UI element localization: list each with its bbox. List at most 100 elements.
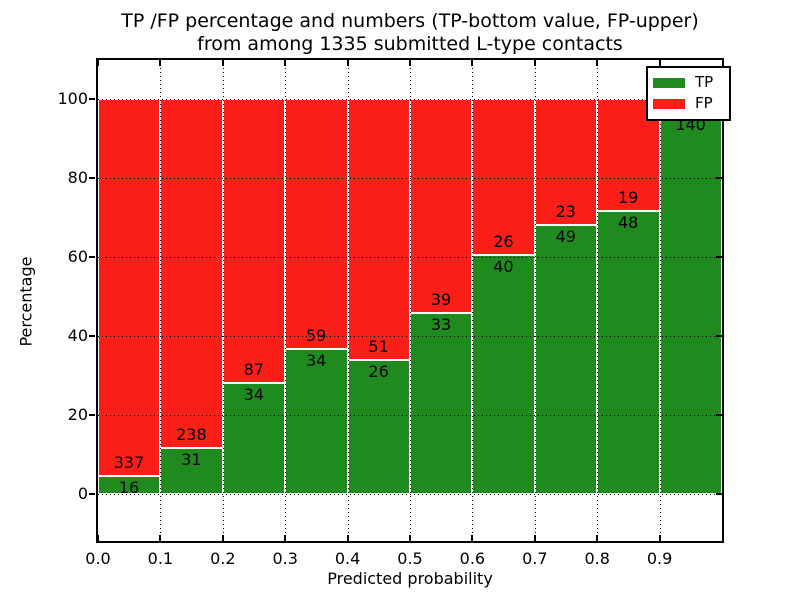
bar-fp-segment	[472, 99, 535, 255]
bar-fp-segment	[160, 99, 223, 449]
tp-count-label: 31	[181, 450, 202, 470]
y-tick-label: 40	[67, 325, 88, 345]
y-tick-mark-right	[716, 256, 722, 259]
y-tick-label: 60	[67, 247, 88, 267]
chart-title-line1: TP /FP percentage and numbers (TP-bottom…	[121, 10, 699, 32]
y-tick-label: 100	[57, 89, 88, 109]
bar-tp-segment	[98, 475, 161, 494]
legend-entry-tp: TP	[653, 72, 723, 93]
x-tick-mark-top	[284, 60, 287, 66]
x-tick-mark-top	[346, 60, 349, 66]
tp-count-label: 48	[618, 213, 639, 233]
fp-count-label: 26	[493, 231, 514, 251]
x-tick-label: 0.5	[397, 549, 423, 568]
plot-area: 337 16 238 31 87 34 59 34 51 26 39 33 26 40 23 49 19 48 14…	[89, 60, 731, 541]
x-axis-label: Predicted probability	[327, 569, 493, 588]
x-gridline	[534, 60, 536, 541]
x-gridline	[659, 60, 661, 541]
x-gridline	[222, 60, 224, 541]
x-tick-label: 0.6	[459, 549, 486, 568]
tp-count-label: 26	[368, 362, 389, 382]
bar-fp-segment	[222, 99, 286, 383]
fp-count-label: 337	[113, 452, 145, 472]
bar-tp-segment	[410, 313, 473, 494]
y-tick-mark	[89, 256, 95, 259]
x-tick-mark-top	[596, 60, 599, 66]
x-tick-mark	[346, 535, 349, 541]
y-tick-mark	[89, 413, 95, 416]
y-tick-mark	[89, 492, 95, 495]
bar-tp-segment	[597, 211, 660, 494]
y-tick-mark	[89, 177, 95, 180]
legend-entry-fp: FP	[653, 93, 723, 114]
fp-count-label: 23	[555, 202, 576, 222]
tp-count-label: 33	[430, 315, 452, 335]
x-tick-mark-top	[159, 60, 162, 66]
x-gridline	[410, 60, 411, 541]
x-tick-mark-top	[221, 60, 224, 66]
fp-count-label: 87	[243, 359, 264, 379]
y-tick-mark-right	[716, 177, 722, 180]
x-gridline	[160, 60, 162, 541]
bar-tp-segment	[347, 360, 410, 494]
bar-tp-segment	[472, 254, 535, 494]
legend-swatch-tp	[653, 77, 685, 88]
x-tick-mark-top	[533, 60, 536, 66]
legend-label: FP	[695, 94, 713, 112]
tp-count-label: 34	[306, 351, 327, 371]
x-tick-mark	[409, 535, 411, 541]
x-gridline	[285, 60, 287, 541]
x-gridline	[597, 60, 599, 541]
y-tick-mark-right	[716, 334, 722, 337]
x-tick-mark-top	[471, 60, 474, 66]
fp-count-label: 39	[430, 290, 452, 310]
x-tick-mark-top	[409, 60, 411, 66]
x-tick-mark	[221, 535, 224, 541]
x-tick-label: 0.3	[272, 549, 298, 568]
tp-count-label: 49	[555, 227, 576, 247]
bar-fp-segment	[98, 99, 161, 476]
x-tick-label: 0.2	[210, 549, 236, 568]
x-tick-label: 0.1	[147, 549, 174, 568]
bar-tp-segment	[160, 448, 223, 494]
x-gridline	[347, 60, 349, 541]
bar-fp-segment	[347, 99, 410, 361]
y-tick-label: 20	[67, 404, 88, 424]
y-tick-label: 0	[77, 483, 88, 503]
bar-fp-segment	[285, 99, 348, 350]
x-gridline	[472, 60, 474, 541]
x-tick-mark	[471, 535, 474, 541]
bar-fp-segment	[534, 99, 598, 226]
bar-tp-segment	[285, 349, 348, 494]
y-tick-label: 80	[67, 168, 88, 188]
y-tick-mark	[89, 334, 95, 337]
x-tick-label: 0.8	[584, 549, 610, 568]
x-tick-mark	[596, 535, 599, 541]
x-tick-label: 0.4	[334, 549, 361, 568]
x-tick-label: 0.9	[646, 549, 673, 568]
legend-swatch-fp	[653, 98, 685, 109]
fp-count-label: 51	[368, 337, 389, 357]
bar-fp-segment	[410, 99, 473, 314]
y-tick-mark	[89, 98, 95, 101]
y-tick-mark-right	[716, 492, 722, 495]
fp-count-label: 238	[176, 425, 207, 445]
tp-count-label: 40	[493, 256, 514, 276]
x-tick-mark-top	[658, 60, 661, 66]
tp-count-label: 16	[118, 477, 140, 497]
y-tick-mark-right	[716, 413, 722, 416]
fp-count-label: 19	[618, 188, 639, 208]
chart-title-line2: from among 1335 submitted L-type contact…	[197, 33, 623, 55]
x-tick-label: 0.7	[522, 549, 548, 568]
legend-label: TP	[695, 73, 714, 91]
y-axis-label: Percentage	[16, 256, 36, 347]
x-tick-mark	[159, 535, 162, 541]
x-tick-mark	[533, 535, 536, 541]
x-tick-mark	[284, 535, 287, 541]
fp-count-label: 59	[306, 326, 327, 346]
x-tick-mark	[97, 535, 99, 541]
x-tick-label: 0.0	[85, 549, 111, 568]
bar-tp-segment	[534, 225, 598, 494]
tp-count-label: 34	[243, 384, 264, 404]
